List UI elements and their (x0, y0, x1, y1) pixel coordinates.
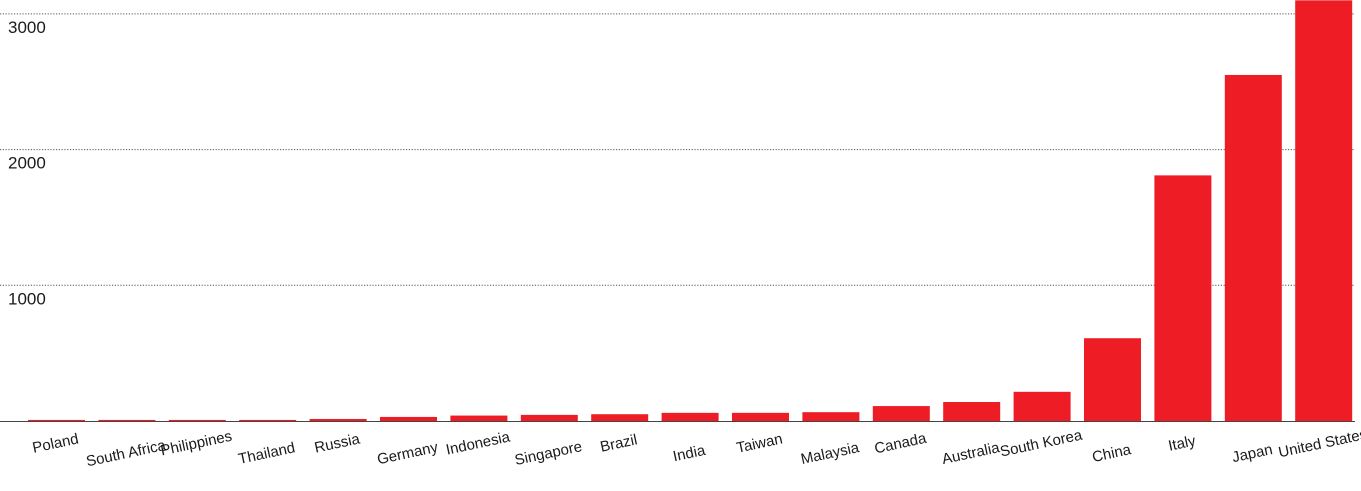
x-tick-label: Brazil (599, 431, 639, 455)
bar-malaysia (802, 412, 860, 421)
bar-indonesia (450, 415, 508, 421)
y-axis-tick-labels: 1000 2000 3000 (8, 18, 46, 308)
x-tick-label: South Korea (999, 426, 1085, 460)
bar-italy (1154, 175, 1212, 421)
x-tick-label: Taiwan (735, 430, 784, 456)
y-tick-label: 3000 (8, 18, 46, 37)
x-tick-label: China (1091, 441, 1134, 466)
bar-brazil (591, 414, 649, 421)
bar-thailand (239, 419, 297, 422)
x-tick-label: Indonesia (444, 428, 512, 458)
x-tick-label: Malaysia (799, 439, 861, 468)
bar-russia (309, 418, 367, 421)
gridlines (0, 13, 1355, 286)
bar-south-korea (1013, 391, 1071, 421)
x-tick-label: Canada (873, 430, 929, 458)
x-tick-label: Philippines (159, 428, 233, 460)
y-tick-label: 2000 (8, 154, 46, 173)
bar-united-states (1295, 0, 1353, 422)
bar-taiwan (732, 412, 789, 421)
bar-canada (872, 406, 930, 421)
x-tick-label: Poland (31, 430, 80, 456)
x-tick-label: United States (1277, 426, 1361, 461)
x-tick-label: South Africa (85, 437, 168, 471)
x-tick-label: Japan (1231, 441, 1275, 466)
y-tick-label: 1000 (8, 289, 46, 308)
bar-philippines (168, 419, 226, 422)
bar-germany (380, 416, 437, 421)
bar-singapore (520, 414, 578, 421)
x-tick-label: Australia (940, 439, 1001, 468)
bar-china (1084, 338, 1141, 421)
x-tick-label: Italy (1167, 432, 1198, 454)
x-tick-label: Thailand (237, 439, 297, 468)
x-tick-label: India (671, 442, 707, 466)
bar-south-africa (98, 419, 156, 422)
bar-india (661, 412, 719, 421)
x-tick-label: Singapore (513, 438, 583, 469)
bar-japan (1224, 74, 1282, 421)
x-tick-label: Germany (376, 439, 440, 469)
x-tick-label: Russia (313, 430, 362, 456)
bars (28, 0, 1353, 422)
bar-poland (28, 419, 85, 422)
bar-australia (943, 402, 1001, 421)
